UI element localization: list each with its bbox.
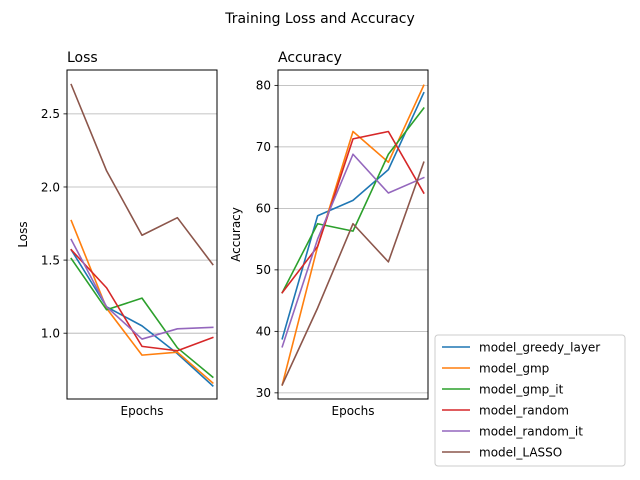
- accuracy-series-line-model_gmp: [281, 84, 425, 386]
- accuracy-y-tick-label: 50: [256, 263, 271, 277]
- accuracy-series-line-model_gmp_it: [281, 107, 425, 294]
- accuracy-y-tick-label: 30: [256, 386, 271, 400]
- legend-label-model_LASSO: model_LASSO: [479, 445, 562, 459]
- loss-plot-frame: [66, 69, 218, 400]
- legend-label-model_random: model_random: [479, 403, 569, 417]
- loss-series-line-model_gmp: [70, 219, 214, 385]
- loss-chart-title: Loss: [67, 50, 98, 66]
- accuracy-gridlines: [278, 84, 428, 394]
- accuracy-y-axis-label: Accuracy: [229, 207, 243, 262]
- loss-x-axis-label: Epochs: [121, 404, 164, 418]
- loss-chart: Loss 1.0 1.5 2.0 2.5 Epochs Loss: [16, 50, 218, 418]
- accuracy-y-ticks: 30 40 50 60 70 80: [256, 79, 278, 400]
- legend-label-model_gmp_it: model_gmp_it: [479, 382, 564, 396]
- loss-y-tick-label: 2.0: [41, 180, 60, 194]
- accuracy-y-tick-label: 70: [256, 140, 271, 154]
- loss-series-line-model_LASSO: [70, 83, 214, 266]
- accuracy-y-tick-label: 60: [256, 202, 271, 216]
- loss-y-tick-label: 1.0: [41, 327, 60, 341]
- accuracy-series: [281, 84, 425, 386]
- accuracy-x-axis-label: Epochs: [332, 404, 375, 418]
- accuracy-series-line-model_random: [281, 130, 425, 294]
- accuracy-chart: Accuracy 30 40 50 60 70 80 Epochs Accuracy: [229, 50, 429, 418]
- accuracy-y-tick-label: 80: [256, 79, 271, 93]
- loss-y-tick-label: 2.5: [41, 107, 60, 121]
- accuracy-series-line-model_random_it: [281, 153, 425, 348]
- accuracy-series-line-model_greedy_layer: [281, 91, 425, 340]
- accuracy-y-tick-label: 40: [256, 325, 271, 339]
- accuracy-series-line-model_LASSO: [281, 161, 425, 386]
- legend-label-model_gmp: model_gmp: [479, 361, 549, 375]
- loss-y-axis-label: Loss: [16, 221, 30, 247]
- loss-series-line-model_random_it: [70, 238, 214, 340]
- loss-series: [70, 83, 214, 387]
- loss-y-ticks: 1.0 1.5 2.0 2.5: [41, 107, 67, 341]
- legend-frame: [434, 334, 626, 467]
- figure-suptitle: Training Loss and Accuracy: [224, 11, 415, 27]
- loss-series-line-model_random: [70, 248, 214, 352]
- accuracy-chart-title: Accuracy: [278, 50, 342, 66]
- accuracy-plot-frame: [277, 69, 429, 400]
- loss-y-tick-label: 1.5: [41, 253, 60, 267]
- legend-label-model_random_it: model_random_it: [479, 424, 583, 438]
- loss-series-line-model_greedy_layer: [70, 248, 214, 387]
- legend-label-model_greedy_layer: model_greedy_layer: [479, 340, 600, 354]
- loss-gridlines: [67, 113, 217, 334]
- legend: model_greedy_layer model_gmp model_gmp_itm…: [434, 334, 626, 467]
- loss-series-line-model_gmp_it: [70, 257, 214, 379]
